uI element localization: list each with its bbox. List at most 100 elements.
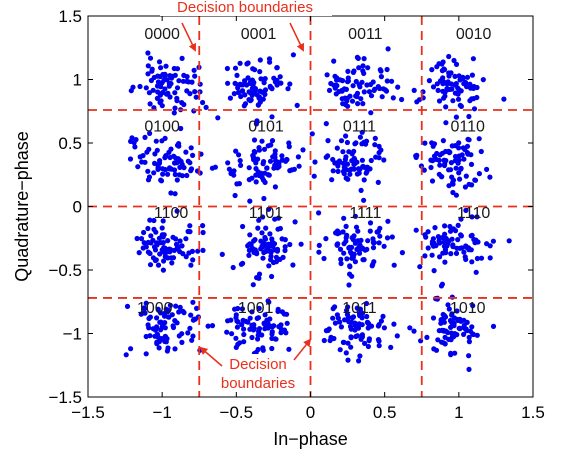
constellation-point — [242, 92, 248, 98]
constellation-point — [453, 114, 459, 120]
constellation-point — [255, 170, 262, 176]
constellation-point — [155, 262, 162, 268]
constellation-point — [251, 322, 257, 328]
constellation-point — [172, 318, 178, 324]
constellation-point — [157, 99, 163, 106]
constellation-point — [183, 149, 189, 155]
constellation-point — [152, 333, 158, 339]
constellation-point — [368, 110, 374, 116]
constellation-point — [345, 176, 351, 182]
constellation-point — [163, 63, 169, 69]
constellation-point — [344, 256, 350, 262]
constellation-point — [429, 241, 435, 247]
arrow-to-left-boundary-top — [181, 22, 197, 52]
constellation-point — [257, 88, 263, 94]
constellation-point — [265, 325, 271, 331]
constellation-point — [278, 326, 284, 332]
constellation-point — [448, 167, 454, 173]
constellation-point — [188, 145, 194, 151]
constellation-point — [269, 329, 275, 335]
constellation-point — [240, 317, 246, 323]
constellation-point — [246, 247, 252, 253]
symbol-label: 0010 — [456, 26, 492, 43]
constellation-point — [430, 84, 437, 90]
constellation-point — [232, 65, 239, 71]
constellation-point — [343, 223, 349, 229]
constellation-point — [251, 137, 258, 143]
constellation-point — [359, 332, 365, 338]
constellation-point — [146, 315, 152, 322]
constellation-point — [316, 249, 322, 255]
constellation-point — [176, 143, 182, 149]
constellation-point — [455, 317, 461, 323]
constellation-point — [471, 106, 478, 112]
constellation-point — [128, 346, 134, 352]
constellation-point — [176, 78, 182, 84]
constellation-point — [377, 233, 383, 239]
constellation-point — [472, 177, 479, 183]
constellation-point — [460, 74, 466, 80]
constellation-point — [311, 173, 317, 179]
constellation-point — [347, 263, 353, 269]
constellation-point — [344, 161, 351, 167]
constellation-point — [171, 65, 177, 72]
constellation-point — [234, 324, 240, 330]
constellation-point — [436, 98, 443, 104]
constellation-point — [174, 95, 180, 101]
constellation-point — [422, 140, 428, 146]
constellation-point — [267, 158, 274, 164]
constellation-point — [468, 233, 474, 239]
constellation-point — [143, 300, 149, 306]
constellation-point — [321, 255, 327, 262]
constellation-point — [462, 184, 468, 190]
constellation-point — [176, 333, 182, 339]
constellation-point — [174, 85, 181, 91]
constellation-point — [181, 310, 187, 316]
constellation-point — [154, 95, 160, 101]
constellation-point — [362, 340, 368, 346]
constellation-point — [323, 121, 329, 127]
y-tick-label: 0 — [73, 198, 82, 217]
constellation-point — [355, 166, 362, 172]
constellation-point — [241, 339, 247, 345]
constellation-point — [381, 325, 387, 331]
constellation-point — [442, 231, 448, 237]
constellation-point — [141, 305, 147, 311]
constellation-point — [158, 178, 165, 184]
constellation-point — [356, 250, 363, 256]
constellation-point — [145, 71, 151, 77]
constellation-point — [181, 72, 187, 78]
constellation-point — [143, 85, 149, 91]
constellation-point — [343, 133, 349, 139]
constellation-point — [241, 331, 247, 338]
constellation-point — [388, 344, 394, 350]
constellation-point — [350, 83, 356, 89]
constellation-point — [376, 240, 382, 246]
constellation-point — [476, 136, 482, 142]
constellation-point — [340, 160, 346, 166]
constellation-point — [501, 96, 507, 102]
constellation-point — [245, 75, 251, 81]
constellation-point — [141, 240, 147, 246]
constellation-point — [272, 151, 278, 157]
constellation-point — [274, 165, 281, 171]
constellation-point — [227, 95, 233, 101]
constellation-point — [256, 271, 263, 277]
constellation-point — [251, 238, 257, 244]
y-tick-label: −1.5 — [48, 388, 82, 407]
decision-boundary-layer — [88, 16, 533, 397]
constellation-point — [439, 327, 445, 333]
constellation-point — [235, 85, 241, 91]
constellation-point — [192, 89, 198, 95]
constellation-point — [429, 252, 435, 258]
constellation-point — [448, 251, 454, 257]
constellation-point — [238, 261, 244, 267]
constellation-point — [262, 87, 269, 93]
constellation-point — [451, 82, 458, 88]
constellation-point — [181, 165, 187, 171]
constellation-point — [264, 165, 270, 171]
constellation-point — [441, 67, 448, 73]
constellation-point — [376, 150, 382, 156]
constellation-point — [476, 171, 482, 177]
constellation-point — [337, 77, 343, 83]
